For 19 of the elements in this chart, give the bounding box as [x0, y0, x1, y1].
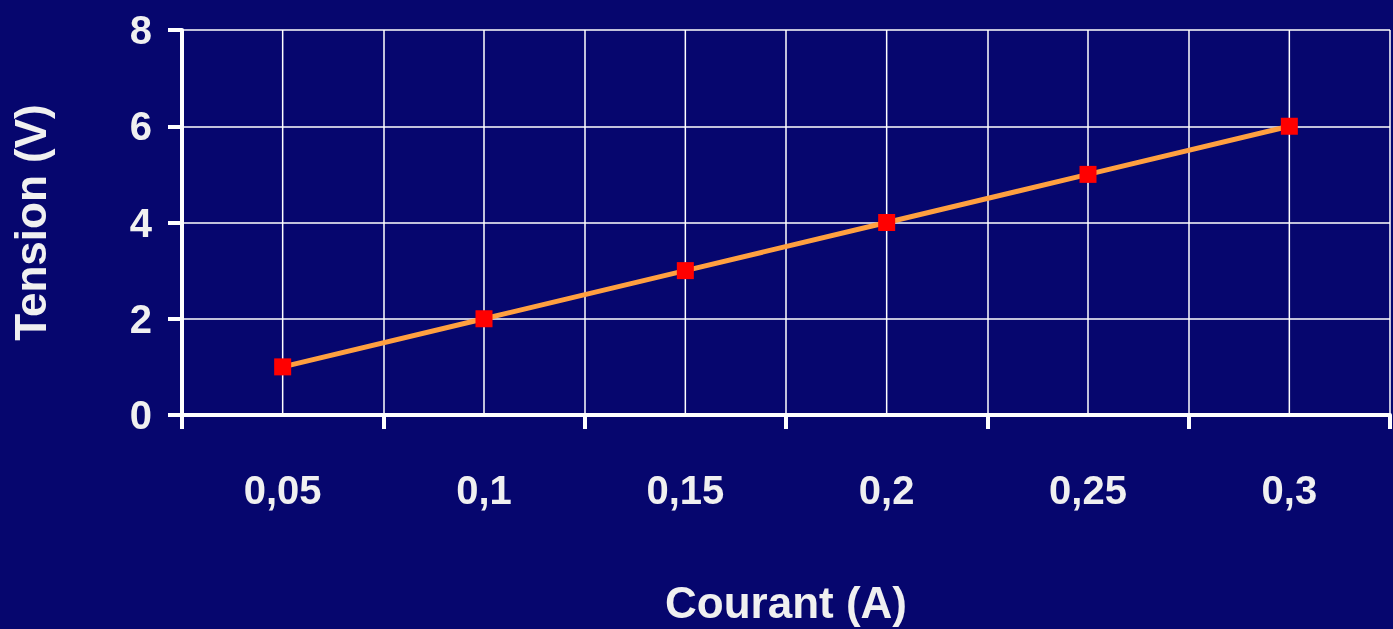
point: [1079, 165, 1097, 183]
point: [475, 310, 493, 328]
point: [676, 262, 694, 280]
x-tick-label: 0,2: [858, 468, 915, 512]
x-tick-label: 0,3: [1261, 468, 1318, 512]
x-tick-label: 0,1: [456, 468, 512, 512]
y-tick-label: 0: [129, 393, 152, 437]
point: [1280, 117, 1298, 135]
y-axis-title: Tension (V): [5, 104, 55, 341]
y-tick-label: 2: [129, 296, 152, 341]
y-tick-label: 6: [129, 104, 152, 149]
x-tick-label: 0,05: [243, 468, 322, 512]
x-tick-label: 0,25: [1049, 468, 1127, 512]
y-tick-label: 4: [129, 200, 153, 245]
point: [878, 214, 896, 231]
point: [274, 358, 292, 376]
y-tick-label: 8: [129, 8, 152, 52]
x-tick-label: 0,15: [646, 468, 725, 512]
x-axis-title: Courant (A): [665, 577, 907, 627]
